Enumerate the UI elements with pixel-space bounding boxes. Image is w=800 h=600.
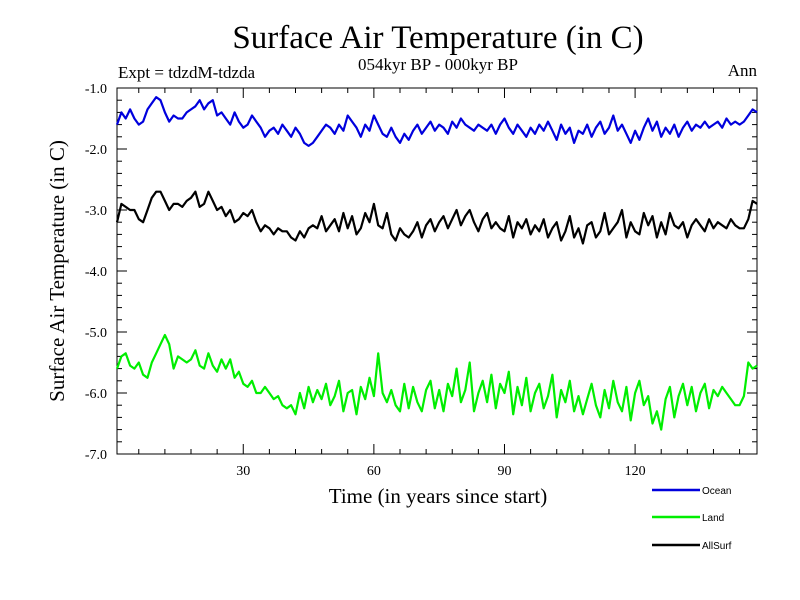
y-axis-label: Surface Air Temperature (in C) <box>45 140 69 402</box>
x-tick-label: 120 <box>625 464 646 479</box>
legend-ocean-label: Ocean <box>702 486 731 497</box>
y-tick-label: -7.0 <box>85 448 107 463</box>
series-line-ocean <box>115 95 758 147</box>
series-line-allsurf <box>115 190 758 245</box>
x-tick-label: 30 <box>236 464 250 479</box>
legend-allsurf-label: AllSurf <box>702 541 732 552</box>
y-tick-label: -2.0 <box>85 143 107 158</box>
data-series <box>115 95 758 431</box>
y-tick-label: -5.0 <box>85 326 107 341</box>
chart-subtitle: 054kyr BP - 000kyr BP <box>358 55 518 74</box>
y-tick-label: -6.0 <box>85 387 107 402</box>
season-label: Ann <box>728 61 758 80</box>
y-tick-label: -3.0 <box>85 204 107 219</box>
y-tick-label: -1.0 <box>85 82 107 97</box>
experiment-label: Expt = tdzdM-tdzda <box>118 63 256 82</box>
chart-title: Surface Air Temperature (in C) <box>232 20 643 56</box>
y-tick-label: -4.0 <box>85 265 107 280</box>
legend-land-label: Land <box>702 513 724 524</box>
axis-tick-labels: -1.0 -2.0 -3.0 -4.0 -5.0 -6.0 -7.0 30 60 90 120 <box>85 82 646 479</box>
series-line-land <box>115 333 758 431</box>
x-tick-label: 90 <box>497 464 511 479</box>
x-tick-label: 60 <box>367 464 381 479</box>
x-axis-label: Time (in years since start) <box>329 484 548 508</box>
legend: Ocean Land AllSurf <box>652 486 732 552</box>
